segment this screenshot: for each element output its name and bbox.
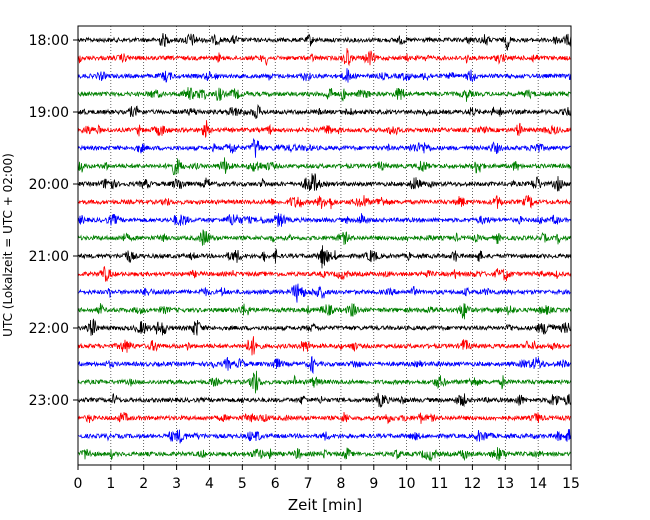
x-tick-label-15: 15 (562, 476, 580, 492)
y-tick-label-1800: 18:00 (29, 33, 69, 49)
trace-2130 (77, 283, 572, 303)
x-tick-label-9: 9 (369, 476, 378, 492)
x-tick-label-0: 0 (74, 476, 83, 492)
y-tick-label-2300: 23:00 (29, 393, 69, 409)
trace-2200 (77, 318, 572, 336)
trace-1800 (77, 33, 572, 51)
x-tick-label-1: 1 (106, 476, 115, 492)
trace-1915 (77, 120, 572, 139)
x-tick-label-8: 8 (336, 476, 345, 492)
y-axis-ticks: 18:00 19:00 20:00 21:00 22:00 23:00 (29, 33, 78, 409)
trace-1845 (77, 87, 572, 102)
y-tick-label-2100: 21:00 (29, 249, 69, 265)
grid-lines (110, 26, 539, 465)
trace-2245 (77, 370, 572, 394)
y-tick-label-2000: 20:00 (29, 177, 69, 193)
x-tick-label-13: 13 (496, 476, 514, 492)
trace-2330 (77, 429, 572, 444)
trace-2345 (77, 447, 572, 462)
trace-2230 (77, 356, 572, 375)
seismic-traces (77, 33, 572, 462)
trace-2215 (77, 336, 572, 356)
y-tick-label-2200: 22:00 (29, 321, 69, 337)
trace-2100 (77, 245, 572, 269)
trace-1815 (77, 48, 572, 67)
x-tick-label-6: 6 (271, 476, 280, 492)
trace-1900 (77, 104, 572, 120)
trace-2300 (77, 392, 572, 409)
y-axis-label: UTC (Lokalzeit = UTC + 02:00) (1, 153, 15, 337)
x-tick-label-11: 11 (431, 476, 449, 492)
trace-2030 (77, 213, 572, 227)
x-tick-label-5: 5 (238, 476, 247, 492)
trace-2315 (77, 411, 572, 425)
x-tick-label-7: 7 (304, 476, 313, 492)
y-tick-label-1900: 19:00 (29, 105, 69, 121)
trace-2115 (77, 265, 571, 282)
trace-1945 (77, 157, 572, 176)
x-tick-label-10: 10 (398, 476, 416, 492)
trace-1830 (77, 68, 572, 83)
trace-2015 (77, 195, 572, 210)
trace-2045 (77, 229, 572, 246)
x-tick-label-4: 4 (205, 476, 214, 492)
x-tick-label-14: 14 (529, 476, 547, 492)
x-tick-label-12: 12 (463, 476, 481, 492)
x-axis-ticks: 0 1 2 3 4 5 6 7 8 9 10 11 12 13 14 15 (74, 465, 580, 492)
trace-2145 (77, 303, 572, 320)
x-tick-label-2: 2 (139, 476, 148, 492)
trace-2000 (77, 173, 572, 192)
plot-frame (77, 25, 572, 466)
trace-1930 (77, 137, 571, 158)
x-axis-label: Zeit [min] (288, 496, 362, 514)
x-tick-label-3: 3 (172, 476, 181, 492)
